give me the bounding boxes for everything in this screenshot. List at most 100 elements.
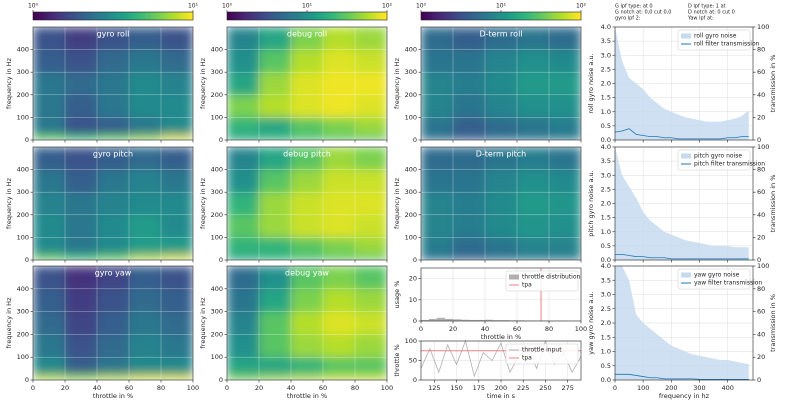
heatmap-cell: [65, 147, 98, 170]
heatmap-cell: [355, 311, 387, 335]
heatmap-cell: [129, 72, 162, 96]
heatmap-cell: [97, 374, 130, 380]
heatmap-cell: [97, 147, 130, 170]
heatmap-cell: [549, 27, 581, 50]
y2-tick-label: 20: [757, 353, 765, 361]
colorbar-gradient: [360, 12, 364, 20]
heatmap-cell: [129, 147, 162, 170]
heatmap-cell: [227, 288, 260, 312]
heatmap-cell: [259, 254, 292, 260]
colorbar-gradient: [485, 12, 489, 20]
heatmap-cell: [291, 169, 324, 193]
heatmap-cell: [517, 214, 550, 238]
colorbar-gradient: [145, 12, 149, 20]
heatmap-cell: [355, 254, 387, 260]
x-tick-label: 20: [449, 325, 457, 333]
heatmap-cell: [33, 266, 66, 290]
heatmap-cell: [291, 288, 324, 312]
heatmap-area: [421, 147, 581, 260]
heatmap-cell: [323, 134, 356, 140]
panel-title: debug roll: [287, 30, 327, 39]
heatmap-cells: [33, 266, 193, 380]
colorbar-gradient: [139, 12, 143, 20]
heatmap-cell: [517, 72, 550, 96]
heatmap-cell: [129, 214, 162, 238]
heatmap-cell: [291, 27, 324, 50]
colorbar-gradient: [275, 12, 279, 20]
colorbar-gradient: [503, 12, 507, 20]
colorbar-gradient: [267, 12, 271, 20]
heatmap-cell: [259, 134, 292, 140]
plot-frame: [420, 267, 582, 322]
heatmap-cell: [161, 288, 193, 312]
series-line: [615, 253, 749, 260]
panel-title: debug pitch: [283, 150, 331, 159]
heatmap-cell: [97, 237, 130, 255]
plot-frame: [420, 340, 582, 381]
colorbar-gradient: [506, 12, 510, 20]
colorbar-gradient: [339, 12, 343, 20]
y-tick-label: 200: [17, 211, 29, 219]
colorbar-gradient: [384, 12, 388, 20]
colorbar-gradient: [150, 12, 154, 20]
heatmap-cell: [65, 311, 98, 335]
colorbar-gradient: [546, 12, 550, 20]
colorbar-gradient: [315, 12, 319, 20]
heatmap-cell: [33, 254, 66, 260]
colorbar-gradient: [320, 12, 324, 20]
heatmap-cell: [291, 49, 324, 73]
heatmap-cell: [97, 214, 130, 238]
colorbar-gradient: [466, 12, 470, 20]
plot-frame: [420, 26, 582, 141]
x-tick-label: 250: [539, 384, 551, 392]
x-tick-label: 20: [61, 384, 69, 392]
heatmap-cell: [421, 192, 454, 216]
info-text: Yaw lpf at:: [687, 16, 714, 22]
y-tick-label: 400: [405, 46, 417, 54]
heatmap-cell: [323, 192, 356, 216]
colorbar-gradient: [381, 12, 385, 20]
colorbar-gradient: [522, 12, 526, 20]
histogram-bar: [493, 320, 501, 321]
colorbar-gradient: [447, 12, 451, 20]
colorbar-gradient: [49, 12, 53, 20]
heatmap-cell: [323, 147, 356, 170]
heatmap-cell: [291, 192, 324, 216]
heatmap-cell: [65, 134, 98, 140]
x-tick-label: 0: [419, 325, 423, 333]
y-tick-label: 2.5: [601, 65, 611, 73]
heatmap-cell: [161, 311, 193, 335]
heatmap-cell: [129, 334, 162, 358]
info-text: G notch at: 0,0 cut 0,0: [615, 10, 671, 16]
heatmap-cell: [259, 72, 292, 96]
colorbar-gradient: [248, 12, 252, 20]
colorbar-gradient: [240, 12, 244, 20]
heatmap-cell: [291, 147, 324, 170]
y-tick-label: 0: [25, 256, 29, 264]
x-tick-label: 80: [545, 325, 553, 333]
heatmap-cell: [161, 134, 193, 140]
colorbar-gradient: [177, 12, 181, 20]
heatmap-cell: [453, 169, 486, 193]
heatmap-cell: [227, 192, 260, 216]
heatmap-cell: [355, 49, 387, 73]
colorbar-gradient: [65, 12, 69, 20]
colorbar-gradient: [118, 12, 122, 20]
x-axis-label: throttle in %: [93, 392, 133, 400]
heatmap-cell: [421, 254, 454, 260]
heatmap-cell: [355, 288, 387, 312]
heatmap-cell: [33, 237, 66, 255]
colorbar-gradient: [578, 12, 582, 20]
y-tick-label: 300: [17, 308, 29, 316]
heatmap-cell: [161, 147, 193, 170]
heatmap-cell: [291, 214, 324, 238]
heatmap-cell: [323, 49, 356, 73]
y-tick-label: 1.5: [601, 214, 611, 222]
heatmap-cell: [355, 357, 387, 375]
heatmap-cell: [485, 254, 518, 260]
colorbar-gradient: [304, 12, 308, 20]
y-tick-label: 0: [219, 256, 223, 264]
panel-title: D-term roll: [479, 30, 522, 39]
colorbar-gradient: [59, 12, 63, 20]
